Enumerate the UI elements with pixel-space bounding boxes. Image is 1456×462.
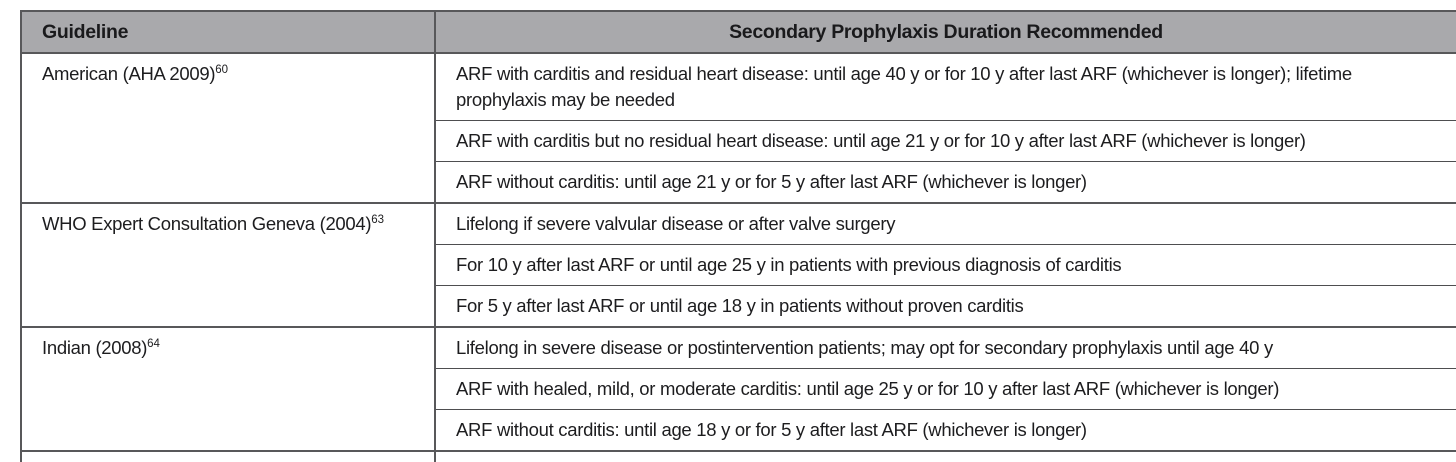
duration-cell: For 5 y after last ARF or until age 18 y… <box>435 285 1456 328</box>
duration-cell: ARF with carditis and residual heart dis… <box>435 53 1456 121</box>
duration-cell: For 10 y after last ARF or until age 25 … <box>435 244 1456 286</box>
table-row-cropped <box>21 451 1456 462</box>
table-row: ARF without carditis: until age 18 y or … <box>21 409 1456 452</box>
table-row: Indian (2008)64 Lifelong in severe disea… <box>21 327 1456 452</box>
reference-superscript: 64 <box>147 338 160 350</box>
guideline-label: WHO Expert Consultation Geneva (2004) <box>42 213 372 234</box>
duration-cell: ARF without carditis: until age 18 y or … <box>435 409 1456 452</box>
table-row: American (AHA 2009)60 ARF with carditis … <box>21 53 1456 204</box>
table-row: ARF with carditis but no residual heart … <box>21 120 1456 162</box>
table-row: For 5 y after last ARF or until age 18 y… <box>21 285 1456 328</box>
table-row: ARF with healed, mild, or moderate cardi… <box>21 368 1456 410</box>
duration-cell: Lifelong if severe valvular disease or a… <box>435 203 1456 245</box>
prophylaxis-guidelines-table: Guideline Secondary Prophylaxis Duration… <box>20 10 1456 462</box>
guideline-cell-indian: Indian (2008)64 <box>21 327 436 452</box>
reference-superscript: 60 <box>215 64 229 76</box>
column-header-guideline: Guideline <box>21 11 435 54</box>
table-header-row: Guideline Secondary Prophylaxis Duration… <box>21 11 1456 54</box>
duration-cell: ARF without carditis: until age 21 y or … <box>435 161 1456 204</box>
table-row: ARF without carditis: until age 21 y or … <box>21 161 1456 204</box>
duration-cell: ARF with healed, mild, or moderate cardi… <box>435 368 1456 410</box>
duration-cell: ARF with carditis but no residual heart … <box>435 120 1456 162</box>
column-header-duration: Secondary Prophylaxis Duration Recommend… <box>434 11 1456 54</box>
guideline-cell-who: WHO Expert Consultation Geneva (2004)63 <box>21 203 436 328</box>
duration-cell-cropped <box>435 451 1456 462</box>
guideline-cell-cropped <box>21 451 436 462</box>
duration-cell: Lifelong in severe disease or postinterv… <box>435 327 1456 369</box>
table-row: For 10 y after last ARF or until age 25 … <box>21 244 1456 286</box>
table-row: WHO Expert Consultation Geneva (2004)63 … <box>21 203 1456 328</box>
guideline-cell-american: American (AHA 2009)60 <box>21 53 436 204</box>
guideline-label: Indian (2008) <box>42 337 148 358</box>
guideline-label: American (AHA 2009) <box>42 63 216 84</box>
reference-superscript: 63 <box>371 214 385 226</box>
